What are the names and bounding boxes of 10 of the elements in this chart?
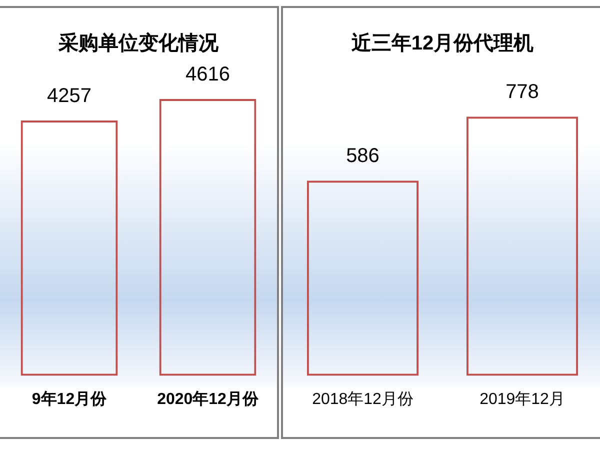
x-tick-label: 2018年12月份 bbox=[312, 390, 414, 408]
x-tick-label: 2019年12月 bbox=[480, 390, 565, 408]
chart-title: 采购单位变化情况 bbox=[58, 32, 220, 55]
data-label: 4257 bbox=[47, 85, 92, 108]
x-tick-label: 2020年12月份 bbox=[157, 390, 260, 408]
x-tick-label: 9年12月份 bbox=[32, 390, 108, 408]
data-label: 4616 bbox=[186, 64, 230, 86]
data-label: 586 bbox=[346, 145, 380, 168]
data-label: 778 bbox=[506, 81, 539, 104]
chart-title: 近三年12月份代理机 bbox=[350, 32, 534, 55]
